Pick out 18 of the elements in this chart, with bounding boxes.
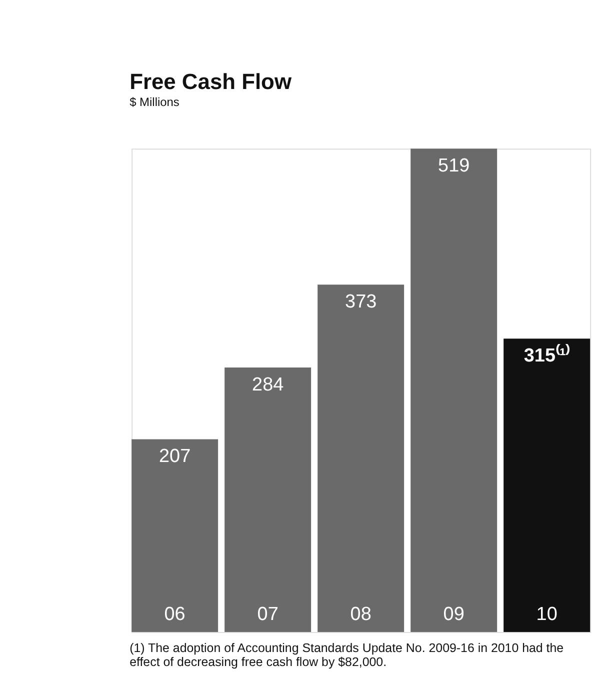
bar (224, 368, 312, 632)
x-tick-label: 07 (257, 604, 278, 626)
bar (410, 148, 498, 632)
text: (1) The adoption of Accounting Standards Update No. 2009-16 in 2010 had the effect of decreasing free cash flow by $82,000. (130, 640, 564, 669)
bar (318, 284, 404, 632)
x-tick-label: 10 (536, 604, 558, 626)
x-tick-label: 09 (443, 604, 464, 626)
data-label: 373 (345, 292, 377, 313)
chart-subtitle: $ Millions (130, 94, 180, 109)
bar (504, 338, 590, 632)
data-label: 207 (159, 446, 191, 468)
data-label: 284 (252, 374, 284, 396)
data-label: 315⁽¹⁾ (524, 344, 570, 367)
x-tick-label: 08 (350, 604, 372, 626)
chart-title: Free Cash Flow (130, 68, 292, 94)
x-tick-label: 06 (164, 604, 186, 626)
data-label: 519 (438, 156, 470, 177)
bar (132, 439, 218, 632)
